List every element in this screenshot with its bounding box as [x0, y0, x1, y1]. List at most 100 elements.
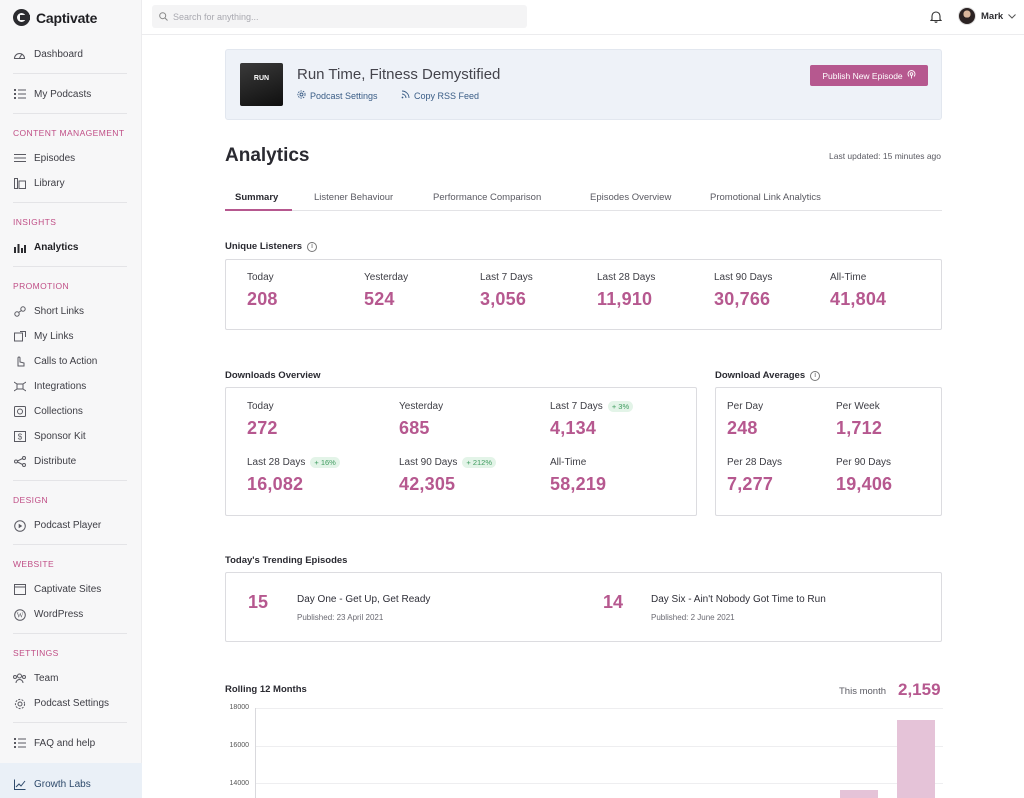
collections-icon — [13, 405, 26, 417]
sidebar-item-captivate-sites[interactable]: Captivate Sites — [13, 582, 101, 596]
sidebar-item-wordpress[interactable]: W WordPress — [13, 607, 83, 621]
growth-badge: + 3% — [607, 401, 634, 412]
chevron-down-icon — [1008, 11, 1017, 22]
sidebar-item-podcast-settings[interactable]: Podcast Settings — [13, 696, 109, 710]
sidebar-item-label: Collections — [34, 405, 83, 417]
stat-per-28-days: Per 28 Days 7,277 — [727, 457, 783, 494]
trending-episode-date: Published: 2 June 2021 — [651, 613, 735, 622]
trending-episodes-card: 15 Day One - Get Up, Get Ready Published… — [225, 572, 942, 642]
gear-icon — [13, 698, 26, 709]
section-heading-website: WEBSITE — [13, 559, 55, 569]
sidebar-item-sponsor-kit[interactable]: $ Sponsor Kit — [13, 429, 86, 443]
last-updated: Last updated: 15 minutes ago — [829, 151, 941, 161]
my-links-icon — [13, 330, 26, 342]
sidebar-item-episodes[interactable]: Episodes — [13, 151, 75, 165]
sidebar-item-calls-to-action[interactable]: Calls to Action — [13, 354, 97, 368]
section-heading-settings: SETTINGS — [13, 648, 59, 658]
tab-listener-behaviour[interactable]: Listener Behaviour — [314, 192, 394, 203]
trending-episode-date: Published: 23 April 2021 — [297, 613, 384, 622]
divider — [13, 544, 127, 545]
sidebar-item-library[interactable]: Library — [13, 176, 65, 190]
sidebar-item-short-links[interactable]: Short Links — [13, 304, 84, 318]
sidebar-item-label: Sponsor Kit — [34, 430, 86, 442]
user-menu[interactable]: Mark — [958, 7, 1017, 25]
search-bar[interactable] — [152, 5, 527, 28]
stat-all-time: All-Time 58,219 — [550, 457, 607, 494]
sidebar-item-collections[interactable]: Collections — [13, 404, 83, 418]
sidebar-item-label: Podcast Settings — [34, 697, 110, 709]
active-tab-indicator — [225, 209, 292, 211]
podcast-icon — [907, 70, 916, 81]
play-circle-icon — [13, 519, 26, 532]
sidebar-item-label: Growth Labs — [34, 778, 91, 790]
app-name: Captivate — [36, 9, 98, 26]
gridline — [256, 708, 943, 709]
analytics-chart-icon — [13, 242, 26, 253]
trending-episode-title[interactable]: Day One - Get Up, Get Ready — [297, 594, 431, 605]
avatar — [958, 7, 976, 25]
sidebar-item-faq[interactable]: FAQ and help — [13, 736, 95, 750]
section-heading-design: DESIGN — [13, 495, 48, 505]
page-title: Analytics — [225, 145, 310, 166]
growth-badge: + 212% — [462, 457, 497, 468]
growth-badge: + 16% — [310, 457, 340, 468]
browser-window-icon — [13, 583, 26, 595]
dashboard-gauge-icon — [13, 49, 26, 60]
sidebar-item-label: My Links — [34, 330, 74, 342]
notification-bell-icon[interactable] — [929, 10, 943, 23]
sidebar-item-podcast-player[interactable]: Podcast Player — [13, 518, 101, 532]
sidebar-item-integrations[interactable]: Integrations — [13, 379, 86, 393]
y-tick-label: 16000 — [229, 742, 249, 749]
sidebar-item-label: My Podcasts — [34, 88, 92, 100]
list-icon — [13, 737, 26, 749]
download-averages-heading: Download Averages i — [715, 370, 821, 381]
divider — [13, 73, 127, 74]
divider — [13, 722, 127, 723]
tab-promotional-link-analytics[interactable]: Promotional Link Analytics — [710, 192, 821, 203]
tab-episodes-overview[interactable]: Episodes Overview — [590, 192, 672, 203]
tab-summary[interactable]: Summary — [235, 192, 279, 203]
copy-rss-link[interactable]: Copy RSS Feed — [401, 90, 479, 101]
info-icon[interactable]: i — [307, 241, 318, 252]
pointer-hand-icon — [13, 356, 26, 367]
chart-bar[interactable] — [897, 720, 935, 798]
stat-per-90-days: Per 90 Days 19,406 — [836, 457, 893, 494]
svg-text:W: W — [16, 611, 23, 619]
sidebar-item-label: Episodes — [34, 152, 76, 164]
stat-last-90-days: Last 90 Days 30,766 — [714, 272, 773, 309]
sidebar-item-my-links[interactable]: My Links — [13, 329, 73, 343]
sidebar-item-dashboard[interactable]: Dashboard — [13, 47, 83, 61]
divider — [13, 266, 127, 267]
app-logo[interactable]: Captivate — [13, 9, 97, 26]
search-input[interactable] — [173, 11, 503, 22]
podcast-cover[interactable]: RUN — [240, 63, 283, 106]
podcast-banner: RUN Run Time, Fitness Demystified Podcas… — [225, 49, 942, 120]
dollar-icon: $ — [13, 430, 26, 442]
sidebar-item-my-podcasts[interactable]: My Podcasts — [13, 87, 91, 101]
this-month-value: 2,159 — [898, 680, 941, 699]
sidebar-item-team[interactable]: Team — [13, 671, 58, 685]
publish-new-episode-button[interactable]: Publish New Episode — [810, 65, 928, 86]
divider — [13, 633, 127, 634]
info-icon[interactable]: i — [810, 370, 821, 381]
sidebar-item-growth-labs[interactable]: Growth Labs — [13, 777, 91, 791]
podcast-title: Run Time, Fitness Demystified — [297, 66, 501, 83]
sidebar-item-label: Short Links — [34, 305, 85, 317]
podcast-settings-link[interactable]: Podcast Settings — [297, 90, 378, 101]
gridline — [256, 745, 943, 747]
sidebar-item-analytics[interactable]: Analytics — [13, 240, 78, 254]
sidebar-item-distribute[interactable]: Distribute — [13, 454, 76, 468]
gear-icon — [297, 90, 306, 101]
trending-episode-title[interactable]: Day Six - Ain't Nobody Got Time to Run — [651, 594, 826, 605]
stat-last-28-days: Last 28 Days 11,910 — [597, 272, 656, 309]
tab-performance-comparison[interactable]: Performance Comparison — [433, 192, 542, 203]
rss-icon — [401, 90, 410, 101]
stat-yesterday: Yesterday 524 — [364, 272, 409, 309]
stat-all-time: All-Time 41,804 — [830, 272, 887, 309]
sidebar-item-label: Library — [34, 177, 65, 189]
stat-yesterday: Yesterday 685 — [399, 401, 444, 438]
chart-bar[interactable] — [839, 789, 878, 798]
stat-today: Today 272 — [247, 401, 278, 438]
trending-count: 14 — [603, 592, 624, 612]
sidebar-item-label: WordPress — [34, 608, 84, 620]
